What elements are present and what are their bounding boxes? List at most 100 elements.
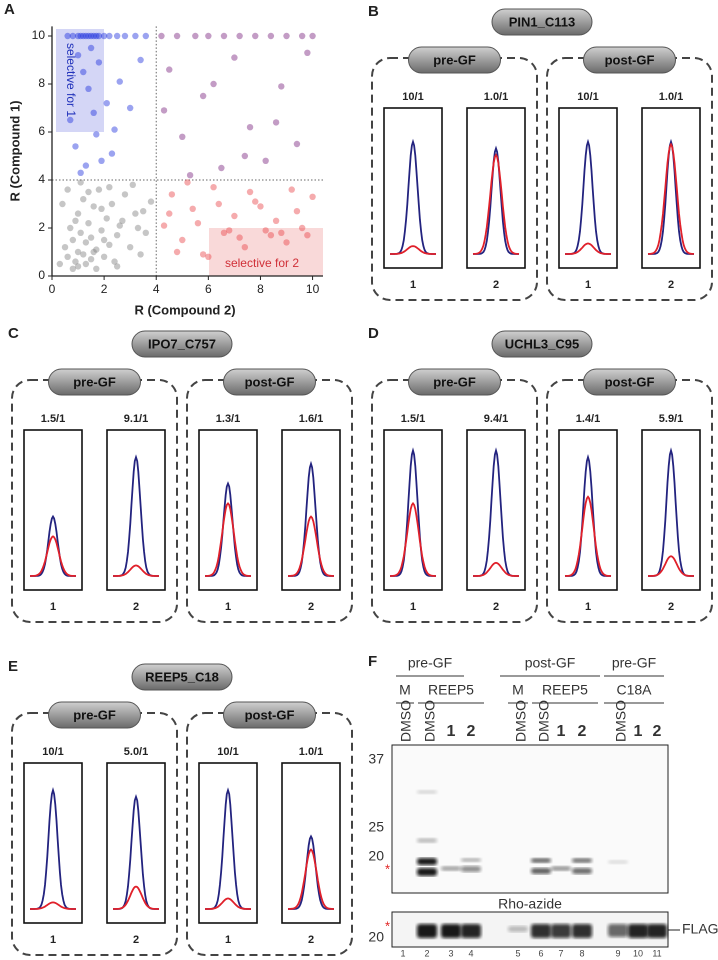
gel-band	[441, 866, 461, 871]
point	[106, 241, 113, 248]
point	[82, 260, 90, 268]
selective-region-2	[209, 228, 323, 276]
lane-number: 5	[515, 948, 520, 958]
point	[309, 32, 316, 40]
gel-band	[461, 924, 481, 938]
lane-label: 2	[133, 601, 139, 613]
point	[74, 248, 82, 256]
y-tick-label: 10	[32, 28, 46, 42]
point	[93, 32, 100, 40]
ratio-label: 10/1	[402, 91, 423, 103]
selective-region-1	[56, 29, 104, 132]
lane-label: 2	[493, 279, 499, 291]
trace-blue	[473, 145, 519, 255]
point	[69, 265, 77, 272]
point	[272, 119, 280, 126]
lane-treatment: DMSO	[536, 700, 552, 742]
x-axis-label: R (Compound 2)	[134, 302, 235, 317]
point	[252, 32, 259, 40]
trace-box	[466, 429, 526, 591]
lane-treatment: 2	[578, 723, 587, 740]
point	[93, 131, 100, 138]
ratio-label: 9.1/1	[124, 413, 148, 425]
point	[137, 56, 144, 64]
point	[93, 265, 100, 272]
point	[267, 32, 275, 40]
point	[80, 68, 87, 76]
ratio-label: 1.4/1	[576, 413, 600, 425]
point	[80, 196, 87, 203]
lane-treatment: 1	[634, 723, 643, 740]
trace-box	[558, 107, 618, 269]
lane-number: 10	[633, 948, 643, 958]
panel-title-pill	[131, 663, 233, 691]
lane-label: 1	[225, 601, 231, 613]
gel-band	[461, 858, 481, 862]
point	[267, 232, 275, 239]
lane-number: 9	[615, 948, 620, 958]
point	[116, 78, 123, 85]
point	[126, 244, 134, 251]
point	[236, 234, 243, 241]
panel-title-pill	[131, 330, 233, 358]
point	[246, 188, 254, 196]
point	[186, 172, 194, 179]
marker-label: 37	[368, 751, 384, 767]
point	[173, 32, 181, 40]
group-label-pill	[583, 46, 676, 74]
point	[103, 100, 110, 107]
point	[262, 157, 269, 164]
trace-red	[30, 535, 76, 577]
lane-treatment: DMSO	[422, 700, 438, 742]
point	[220, 32, 228, 40]
point	[132, 210, 139, 217]
point	[106, 32, 113, 40]
point	[298, 224, 306, 232]
point	[142, 32, 150, 40]
ratio-label: 10/1	[42, 746, 63, 758]
point	[304, 49, 311, 56]
point	[80, 251, 87, 258]
point	[278, 83, 285, 90]
point	[231, 54, 238, 61]
lane-number: 6	[538, 948, 543, 958]
y-tick-label: 8	[38, 76, 45, 90]
point	[87, 32, 95, 40]
point	[77, 169, 84, 176]
lane-number: 7	[558, 948, 563, 958]
point	[288, 186, 295, 193]
gel-band	[417, 924, 437, 938]
panel-title: IPO7_C757	[148, 336, 216, 351]
construct-label: REEP5	[542, 682, 588, 698]
point	[95, 32, 103, 40]
x-tick-label: 2	[101, 282, 108, 296]
point	[304, 232, 311, 239]
point	[77, 32, 84, 40]
point	[108, 150, 116, 157]
point	[77, 179, 84, 186]
lane-number: 8	[579, 948, 584, 958]
trace-box	[641, 429, 701, 591]
marker-label: 25	[368, 819, 384, 835]
gel-band	[531, 868, 551, 874]
point	[85, 85, 92, 93]
point	[137, 251, 144, 258]
point	[90, 32, 97, 40]
gel-band	[572, 868, 592, 874]
point	[179, 133, 186, 140]
point	[72, 217, 79, 224]
group-frame	[371, 379, 538, 623]
point	[142, 229, 150, 236]
trace-red	[113, 885, 159, 910]
trace-box	[383, 429, 443, 591]
point	[147, 198, 155, 205]
trace-red	[564, 495, 612, 577]
point	[98, 157, 105, 164]
point	[179, 236, 186, 244]
lane-treatment: DMSO	[398, 700, 414, 742]
group-label: post-GF	[605, 52, 655, 67]
gel-band	[441, 924, 461, 938]
point	[210, 80, 217, 88]
trace-red	[472, 153, 520, 255]
point	[64, 32, 71, 40]
